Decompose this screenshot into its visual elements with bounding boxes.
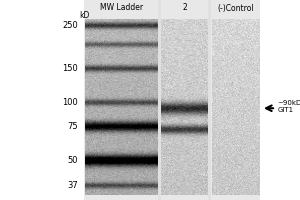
Text: (-)Control: (-)Control <box>217 3 254 12</box>
Bar <box>260 0 300 200</box>
Text: MW Ladder: MW Ladder <box>100 3 143 12</box>
Bar <box>208 0 211 200</box>
Text: 2: 2 <box>182 3 187 12</box>
Text: 75: 75 <box>68 122 78 131</box>
Bar <box>0 0 84 200</box>
Text: 150: 150 <box>62 64 78 73</box>
Text: 100: 100 <box>62 98 78 107</box>
Bar <box>158 0 160 200</box>
Text: kD: kD <box>80 11 90 20</box>
Text: 37: 37 <box>67 181 78 190</box>
Text: 50: 50 <box>68 156 78 165</box>
Text: 250: 250 <box>62 21 78 30</box>
Text: ~90kDa
GIT1: ~90kDa GIT1 <box>278 100 300 113</box>
